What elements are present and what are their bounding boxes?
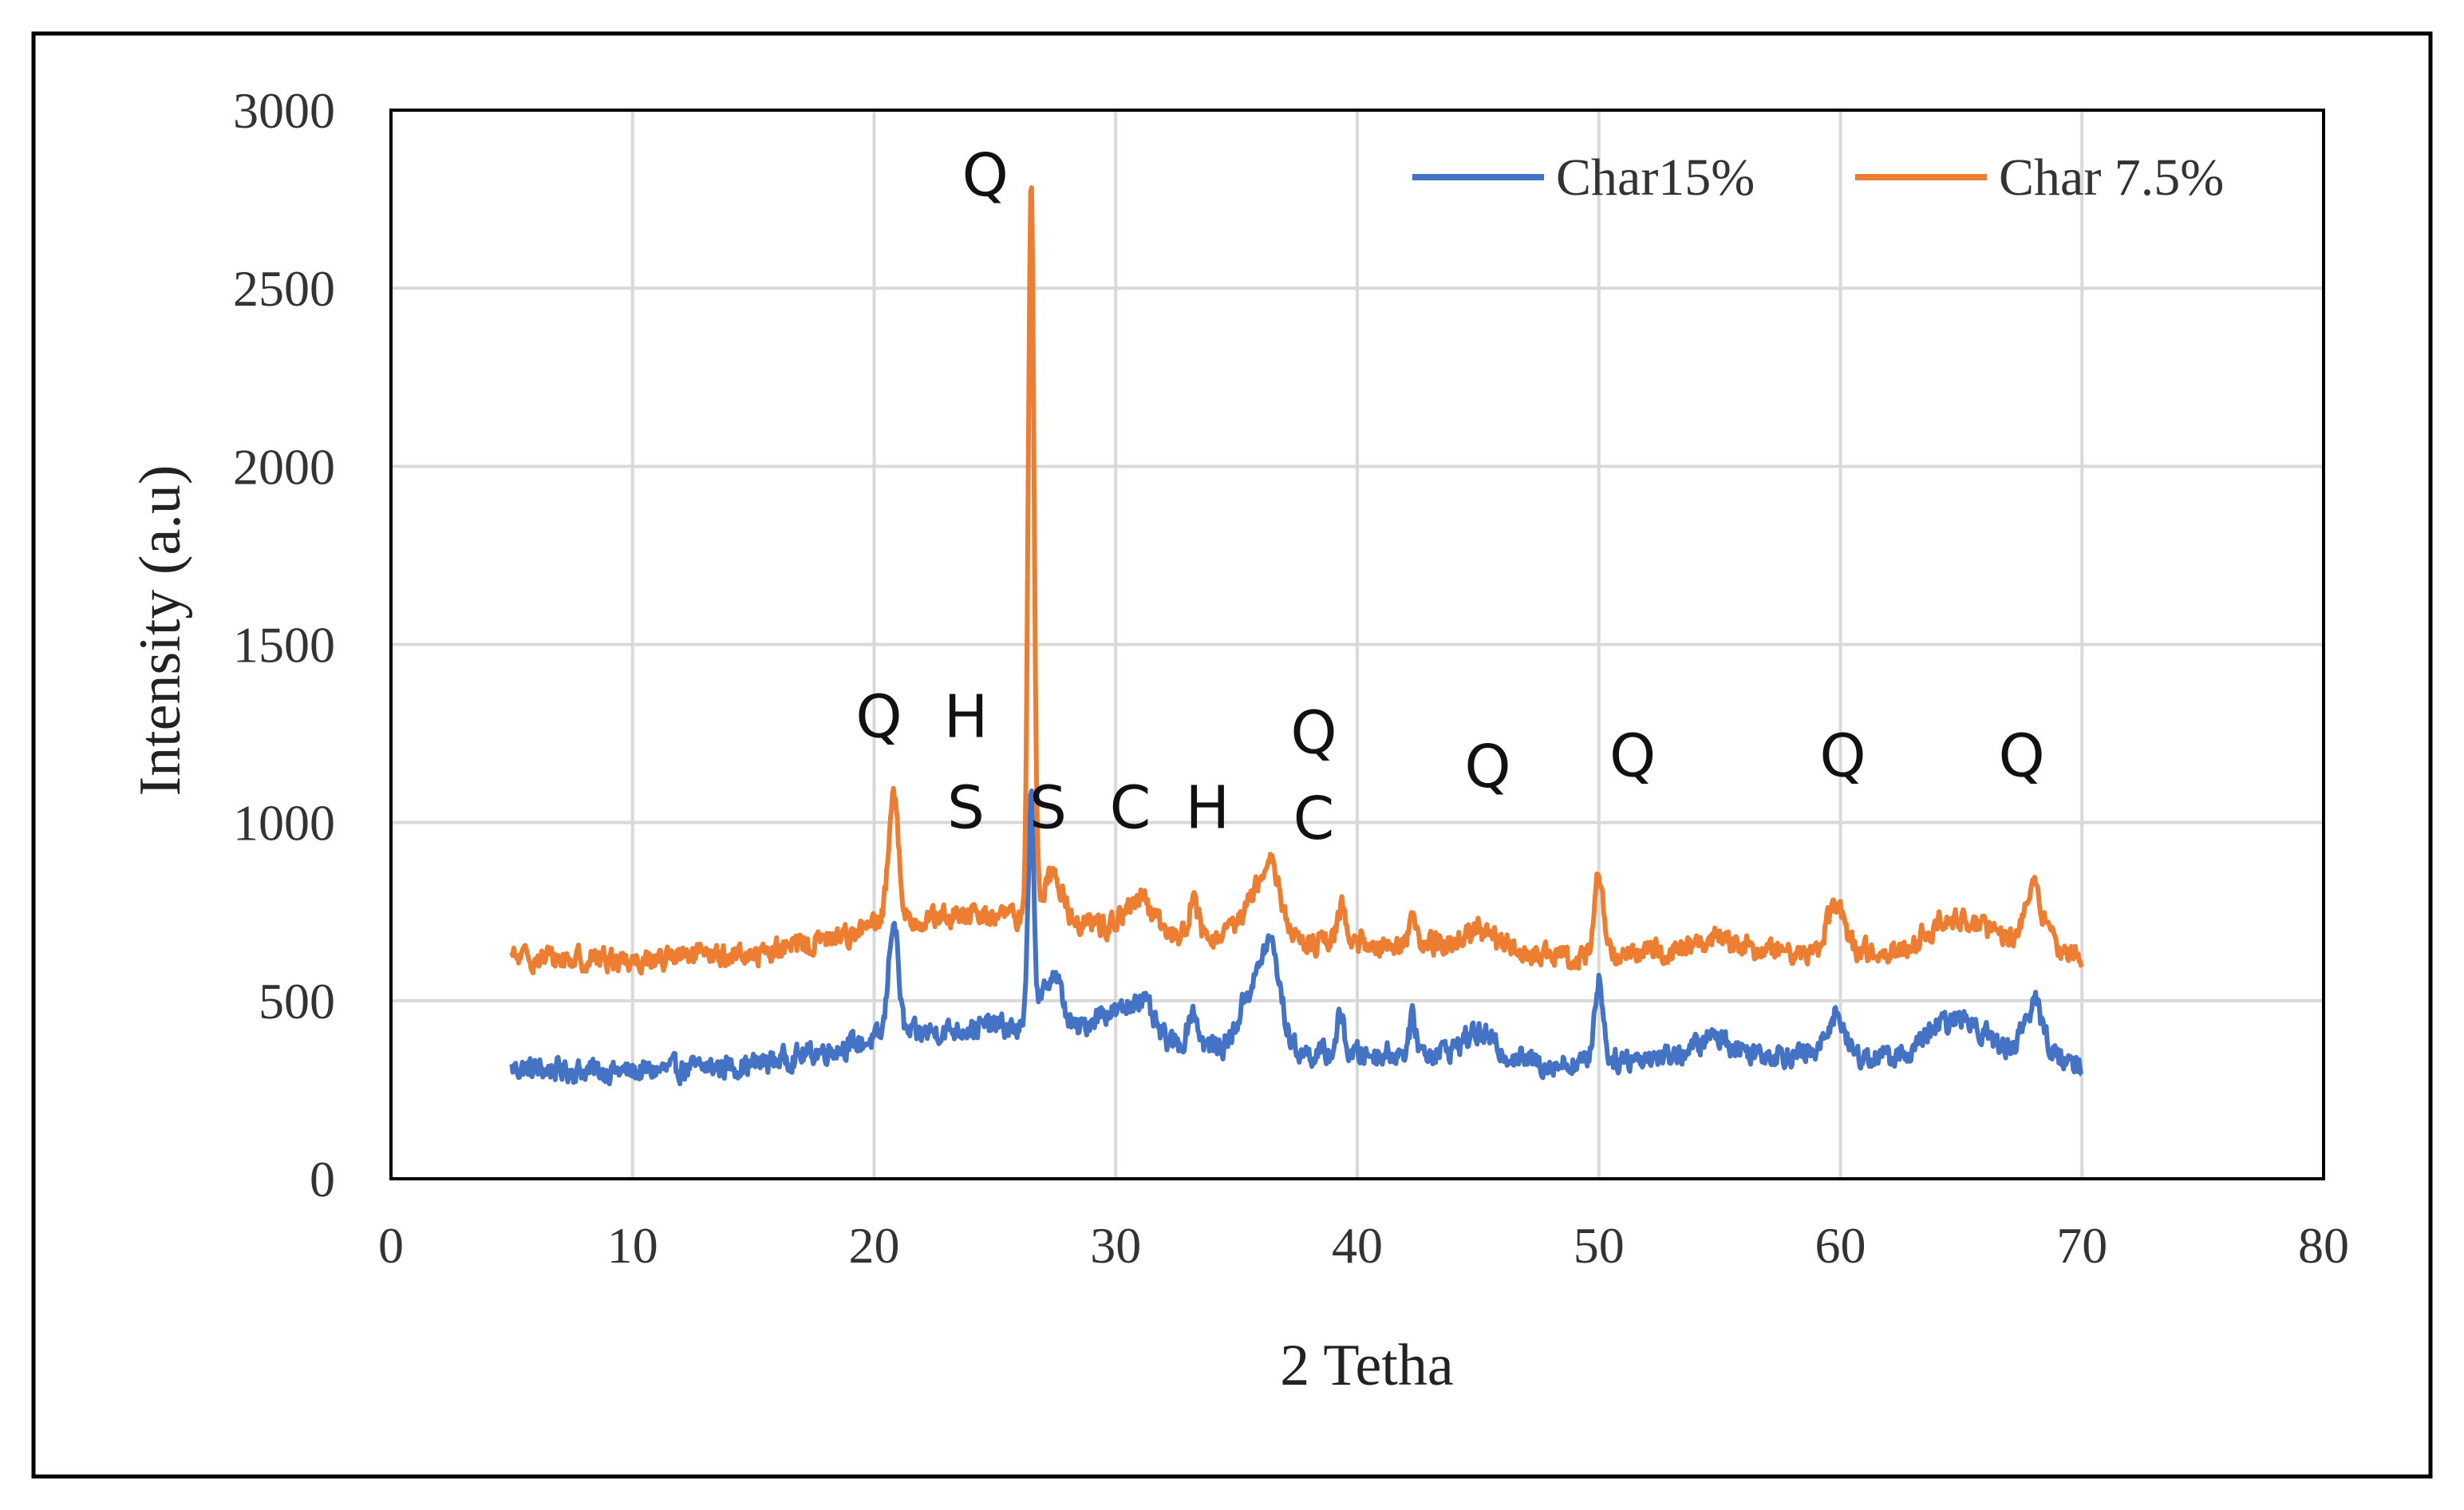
series-group xyxy=(509,185,2084,1087)
x-tick-label: 20 xyxy=(849,1217,900,1274)
legend-label: Char15% xyxy=(1556,148,1755,207)
series-line-char75 xyxy=(509,185,2084,976)
x-tick-label: 60 xyxy=(1815,1217,1866,1274)
x-tick-label: 0 xyxy=(378,1217,404,1274)
x-tick-label: 70 xyxy=(2056,1217,2107,1274)
peak-label: H xyxy=(1185,773,1230,842)
legend: Char15% Char 7.5% xyxy=(1412,148,2224,207)
peak-label: S xyxy=(947,773,985,842)
peak-label: C xyxy=(1293,785,1335,853)
peak-label: Q xyxy=(1609,722,1656,791)
peak-label: Q xyxy=(1290,699,1337,768)
peak-label: Q xyxy=(855,683,902,752)
peak-label: C xyxy=(1110,773,1151,842)
y-tick-label: 2000 xyxy=(233,438,335,495)
gridlines xyxy=(391,110,2324,1179)
x-tick-label: 40 xyxy=(1332,1217,1383,1274)
peak-label: S xyxy=(1029,773,1067,842)
series-line-char15 xyxy=(509,788,2083,1087)
y-tick-label: 1000 xyxy=(233,795,335,852)
peak-label: Q xyxy=(1819,722,1866,791)
peak-label: Q xyxy=(1464,733,1510,801)
y-tick-label: 500 xyxy=(259,973,335,1030)
peak-label: H xyxy=(944,683,989,752)
y-tick-label: 2500 xyxy=(233,260,335,317)
figure-border xyxy=(31,31,2433,1479)
plot-frame xyxy=(389,109,2325,1180)
y-axis-label: Intensity (a.u) xyxy=(128,464,193,796)
y-tick-label: 3000 xyxy=(233,82,335,139)
x-axis-label: 2 Tetha xyxy=(1280,1333,1453,1398)
y-tick-label: 1500 xyxy=(233,617,335,674)
peak-label: Q xyxy=(1998,722,2044,791)
legend-label: Char 7.5% xyxy=(1999,148,2224,207)
peak-label: Q xyxy=(962,141,1009,210)
x-tick-label: 30 xyxy=(1090,1217,1141,1274)
x-tick-label: 50 xyxy=(1574,1217,1625,1274)
axes: 0 10 20 30 40 50 60 70 80 0 500 1000 1500 2000 2500 300… xyxy=(233,82,2349,1274)
y-tick-label: 0 xyxy=(310,1151,335,1208)
x-tick-label: 10 xyxy=(607,1217,658,1274)
x-tick-label: 80 xyxy=(2298,1217,2349,1274)
